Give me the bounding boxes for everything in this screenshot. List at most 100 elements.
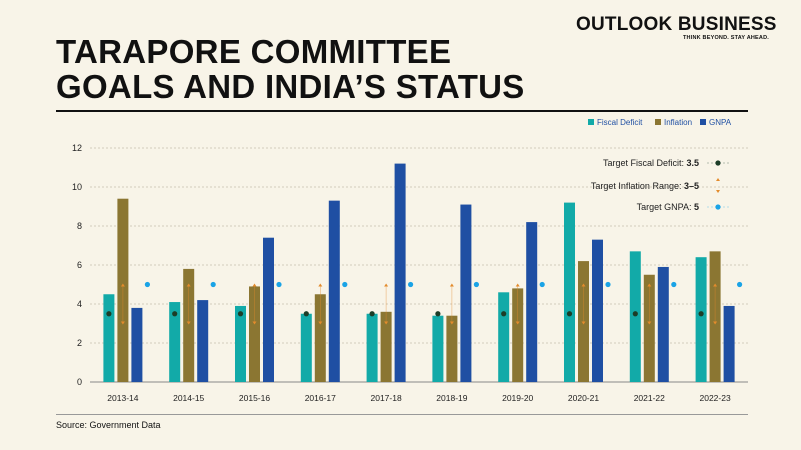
legend-label: GNPA [709,118,732,127]
target-fiscal-marker [237,311,244,317]
target-gnpa-marker [342,281,348,288]
x-tick-label: 2022-23 [699,393,730,403]
bar-gnpa [657,266,669,382]
target-inflation-low-marker [647,321,652,325]
target-gnpa-marker [539,281,545,288]
bar-inflation [512,288,524,382]
target-inflation-low-marker [252,321,257,325]
bar-fiscal-deficit [432,315,444,382]
x-tick-label: 2016-17 [305,393,336,403]
bar-inflation [446,315,458,382]
target-key-marker [715,160,721,166]
target-fiscal-marker [106,311,112,317]
legend-swatch [655,119,661,125]
bar-fiscal-deficit [498,292,510,382]
bar-gnpa [723,305,735,382]
bar-gnpa [526,222,538,382]
target-label: Target Fiscal Deficit: 3.5 [603,158,699,168]
target-value: 3–5 [684,181,699,191]
bar-fiscal-deficit [629,251,641,382]
target-inflation-high-marker [449,283,454,287]
target-inflation-low-marker [449,321,454,325]
x-tick-label: 2013-14 [107,393,138,403]
page-title: TARAPORE COMMITTEE GOALS AND INDIA’S STA… [56,34,525,104]
bar-fiscal-deficit [103,294,115,382]
target-fiscal-marker [566,311,573,317]
target-inflation-low-marker [384,321,389,325]
target-inflation-high-marker [252,283,257,287]
bar-fiscal-deficit [366,313,378,382]
target-key-marker [715,204,721,210]
target-label-text: Target GNPA: [637,202,694,212]
y-tick-label: 12 [72,143,82,153]
bar-fiscal-deficit [169,302,181,382]
x-tick-label: 2017-18 [370,393,401,403]
target-key-marker-down [716,190,720,193]
bar-inflation [643,274,655,382]
y-tick-label: 6 [77,260,82,270]
legend-swatch [700,119,706,125]
bar-gnpa [263,237,274,382]
target-inflation-high-marker [515,283,520,287]
target-inflation-low-marker [318,321,323,325]
source-note: Source: Government Data [56,420,161,430]
bar-inflation [249,286,260,382]
x-tick-label: 2014-15 [173,393,204,403]
target-fiscal-marker [632,311,638,317]
legend-label: Inflation [664,118,692,127]
x-tick-label: 2018-19 [436,393,467,403]
bar-inflation [314,294,326,382]
target-gnpa-marker [276,281,282,288]
target-value: 3.5 [686,158,699,168]
target-inflation-high-marker [186,283,191,287]
x-tick-label: 2020-21 [568,393,599,403]
target-inflation-high-marker [120,283,125,287]
y-tick-label: 2 [77,338,82,348]
y-tick-label: 4 [77,299,82,309]
bar-gnpa [197,300,209,382]
legend-label: Fiscal Deficit [597,118,643,127]
target-value: 5 [694,202,699,212]
x-tick-label: 2015-16 [239,393,270,403]
target-inflation-low-marker [120,321,125,325]
target-fiscal-marker [369,311,375,317]
brand-tagline: THINK BEYOND. STAY AHEAD. [683,35,769,41]
brand-logo: OUTLOOK BUSINESS [576,14,777,35]
target-fiscal-marker [698,311,704,317]
target-fiscal-marker [435,311,441,317]
x-tick-label: 2019-20 [502,393,533,403]
target-label-text: Target Fiscal Deficit: [603,158,687,168]
target-gnpa-marker [210,281,216,288]
target-label-text: Target Inflation Range: [591,181,684,191]
bar-fiscal-deficit [300,313,312,382]
target-gnpa-marker [671,281,677,288]
title-divider [56,110,748,112]
target-gnpa-marker [737,281,743,288]
y-tick-label: 8 [77,221,82,231]
target-gnpa-marker [144,281,150,288]
x-tick-label: 2021-22 [634,393,665,403]
target-fiscal-marker [303,311,309,317]
y-tick-label: 0 [77,377,82,387]
bar-gnpa [328,200,340,382]
target-inflation-low-marker [581,321,586,325]
bar-gnpa [394,163,406,382]
legend-swatch [588,119,594,125]
title-line-2: GOALS AND INDIA’S STATUS [56,68,525,105]
target-inflation-high-marker [713,283,718,287]
target-label: Target GNPA: 5 [637,202,699,212]
bar-gnpa [592,239,603,382]
target-inflation-low-marker [186,321,191,325]
target-inflation-high-marker [581,283,586,287]
bar-gnpa [131,307,143,382]
target-inflation-high-marker [318,283,323,287]
bar-gnpa [460,204,472,382]
y-tick-label: 10 [72,182,82,192]
bar-inflation [183,268,195,382]
target-gnpa-marker [408,281,414,288]
target-label: Target Inflation Range: 3–5 [591,181,699,191]
bar-fiscal-deficit [695,257,707,382]
target-key-marker-up [716,178,720,181]
bar-fiscal-deficit [564,202,575,382]
